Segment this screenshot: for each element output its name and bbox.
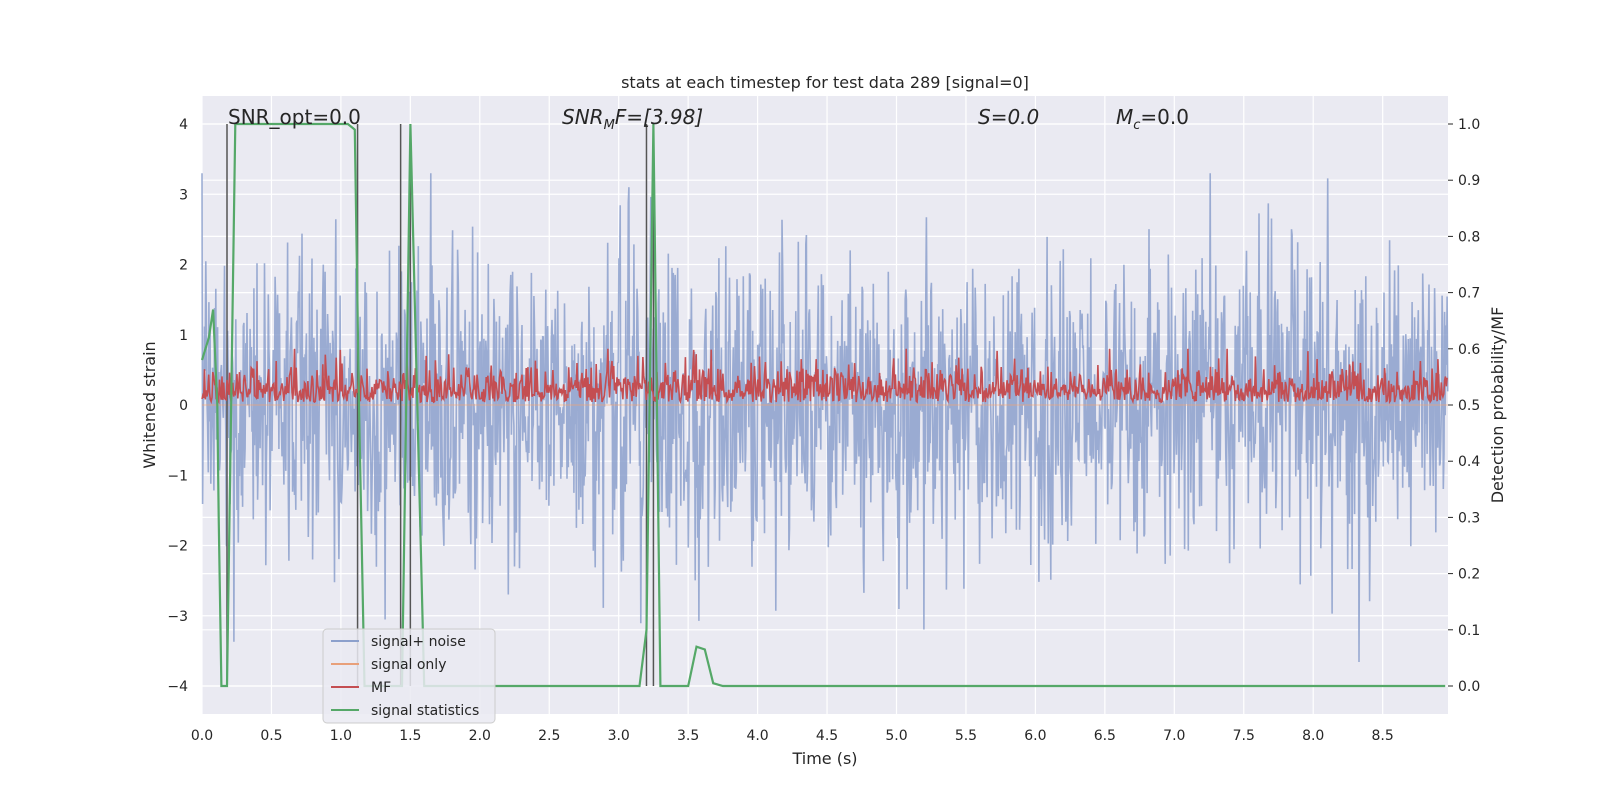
y-tick-label-right: 0.9 — [1458, 173, 1480, 189]
x-tick-label: 2.0 — [469, 728, 491, 744]
y-tick-label-right: 0.0 — [1458, 679, 1480, 695]
legend-label: signal+ noise — [371, 634, 466, 650]
legend-label: MF — [371, 680, 391, 696]
x-tick-label: 6.5 — [1094, 728, 1116, 744]
chart-title: stats at each timestep for test data 289… — [621, 73, 1029, 92]
x-axis-label: Time (s) — [791, 749, 857, 768]
mc-prefix: M — [1116, 105, 1133, 129]
legend: signal+ noise signal only MF signal statist… — [322, 628, 496, 724]
signal-statistics-series — [200, 122, 1446, 688]
mf-line — [201, 348, 1448, 405]
x-tick-label: 1.5 — [399, 728, 421, 744]
annotation-snr-opt: SNR_opt=0.0 — [228, 105, 361, 129]
y-tick-label-right: 0.3 — [1458, 510, 1480, 526]
mc-suffix: =0.0 — [1140, 105, 1189, 129]
x-tick-label: 6.0 — [1024, 728, 1046, 744]
x-tick-label: 7.0 — [1163, 728, 1185, 744]
y-tick-label-left: −3 — [167, 609, 188, 625]
x-tick-label: 3.0 — [608, 728, 630, 744]
y-ticks-left: 4 3 2 1 0 −1 −2 −3 −4 — [167, 117, 188, 695]
y-tick-label-right: 0.1 — [1458, 623, 1480, 639]
x-tick-label: 5.0 — [885, 728, 907, 744]
x-tick-label: 4.5 — [816, 728, 838, 744]
mc-sub: c — [1133, 118, 1140, 133]
y-tick-label-right: 1.0 — [1458, 117, 1480, 133]
y-tick-label-right: 0.4 — [1458, 454, 1480, 470]
legend-box — [322, 628, 496, 724]
x-tick-label: 0.0 — [191, 728, 213, 744]
y-tick-label-left: 4 — [179, 117, 188, 133]
legend-label: signal only — [371, 657, 446, 673]
y-tick-label-left: 1 — [179, 328, 188, 344]
y-tick-label-left: 0 — [179, 398, 188, 414]
snr-mf-suffix: F=[3.98] — [615, 105, 703, 129]
y-axis-label-left: Whitened strain — [140, 341, 159, 468]
y-tick-label-left: −2 — [167, 539, 188, 555]
y-tick-label-left: 3 — [179, 187, 188, 203]
x-tick-label: 7.5 — [1233, 728, 1255, 744]
signal-statistics-line — [200, 122, 1446, 688]
y-tick-label-left: −4 — [167, 679, 188, 695]
y-tick-label-left: 2 — [179, 258, 188, 274]
x-tick-label: 8.5 — [1372, 728, 1394, 744]
snr-mf-sub: M — [604, 118, 615, 133]
x-tick-label: 8.0 — [1302, 728, 1324, 744]
annotation-snr-mf: SNRMF=[3.98] — [562, 105, 703, 133]
annotation-mc: Mc=0.0 — [1116, 105, 1189, 133]
x-tick-label: 0.5 — [260, 728, 282, 744]
x-ticks: 0.0 0.5 1.0 1.5 2.0 2.5 3.0 3.5 4.0 4.5 5.0 5.5 6.0 6… — [191, 728, 1394, 744]
y-tick-label-right: 0.2 — [1458, 567, 1480, 583]
y-tick-label-right: 0.7 — [1458, 286, 1480, 302]
legend-label: signal statistics — [371, 703, 479, 719]
x-tick-label: 3.5 — [677, 728, 699, 744]
mf-series — [201, 348, 1448, 405]
snr-mf-prefix: SNR — [562, 105, 604, 129]
y-tick-label-left: −1 — [167, 468, 188, 484]
y-ticks-right: 1.0 0.9 0.8 0.7 0.6 0.5 0.4 0.3 0.2 0.1 0.0 — [1448, 117, 1480, 695]
x-tick-label: 5.5 — [955, 728, 977, 744]
y-tick-label-right: 0.5 — [1458, 398, 1480, 414]
y-tick-label-right: 0.8 — [1458, 229, 1480, 245]
y-tick-label-right: 0.6 — [1458, 342, 1480, 358]
y-axis-label-right: Detection probability/MF — [1488, 307, 1507, 504]
x-tick-label: 2.5 — [538, 728, 560, 744]
annotation-s: S=0.0 — [978, 105, 1039, 129]
x-tick-label: 4.0 — [746, 728, 768, 744]
x-tick-label: 1.0 — [330, 728, 352, 744]
